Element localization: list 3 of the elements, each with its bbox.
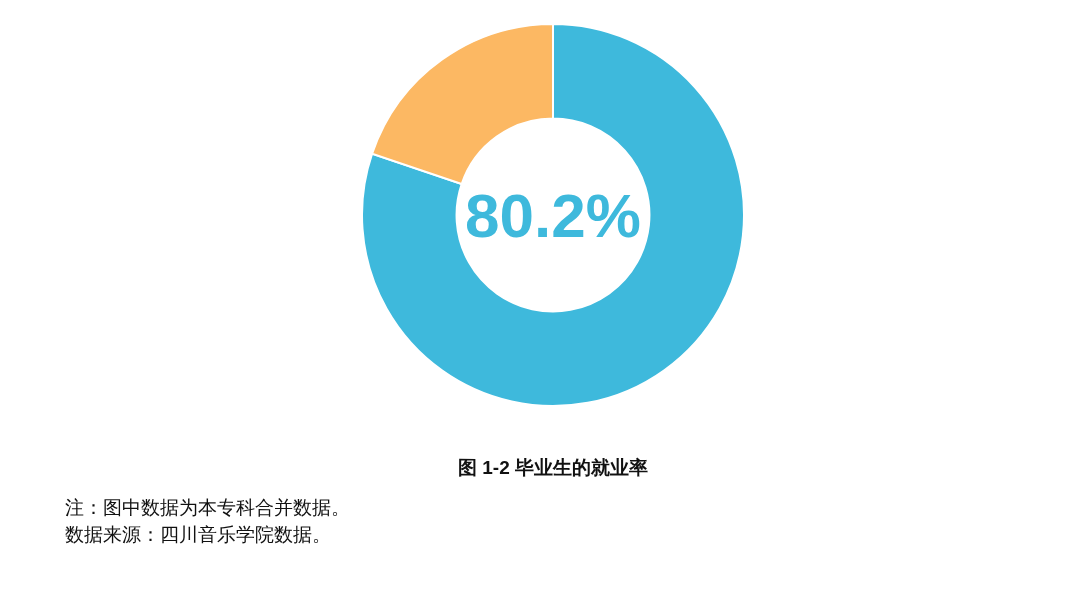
annotation: 数据来源：四川音乐学院数据。 [65, 524, 331, 545]
annotation: 注：图中数据为本专科合并数据。 [65, 497, 350, 518]
title: 图 1-2 毕业生的就业率 [458, 457, 648, 478]
